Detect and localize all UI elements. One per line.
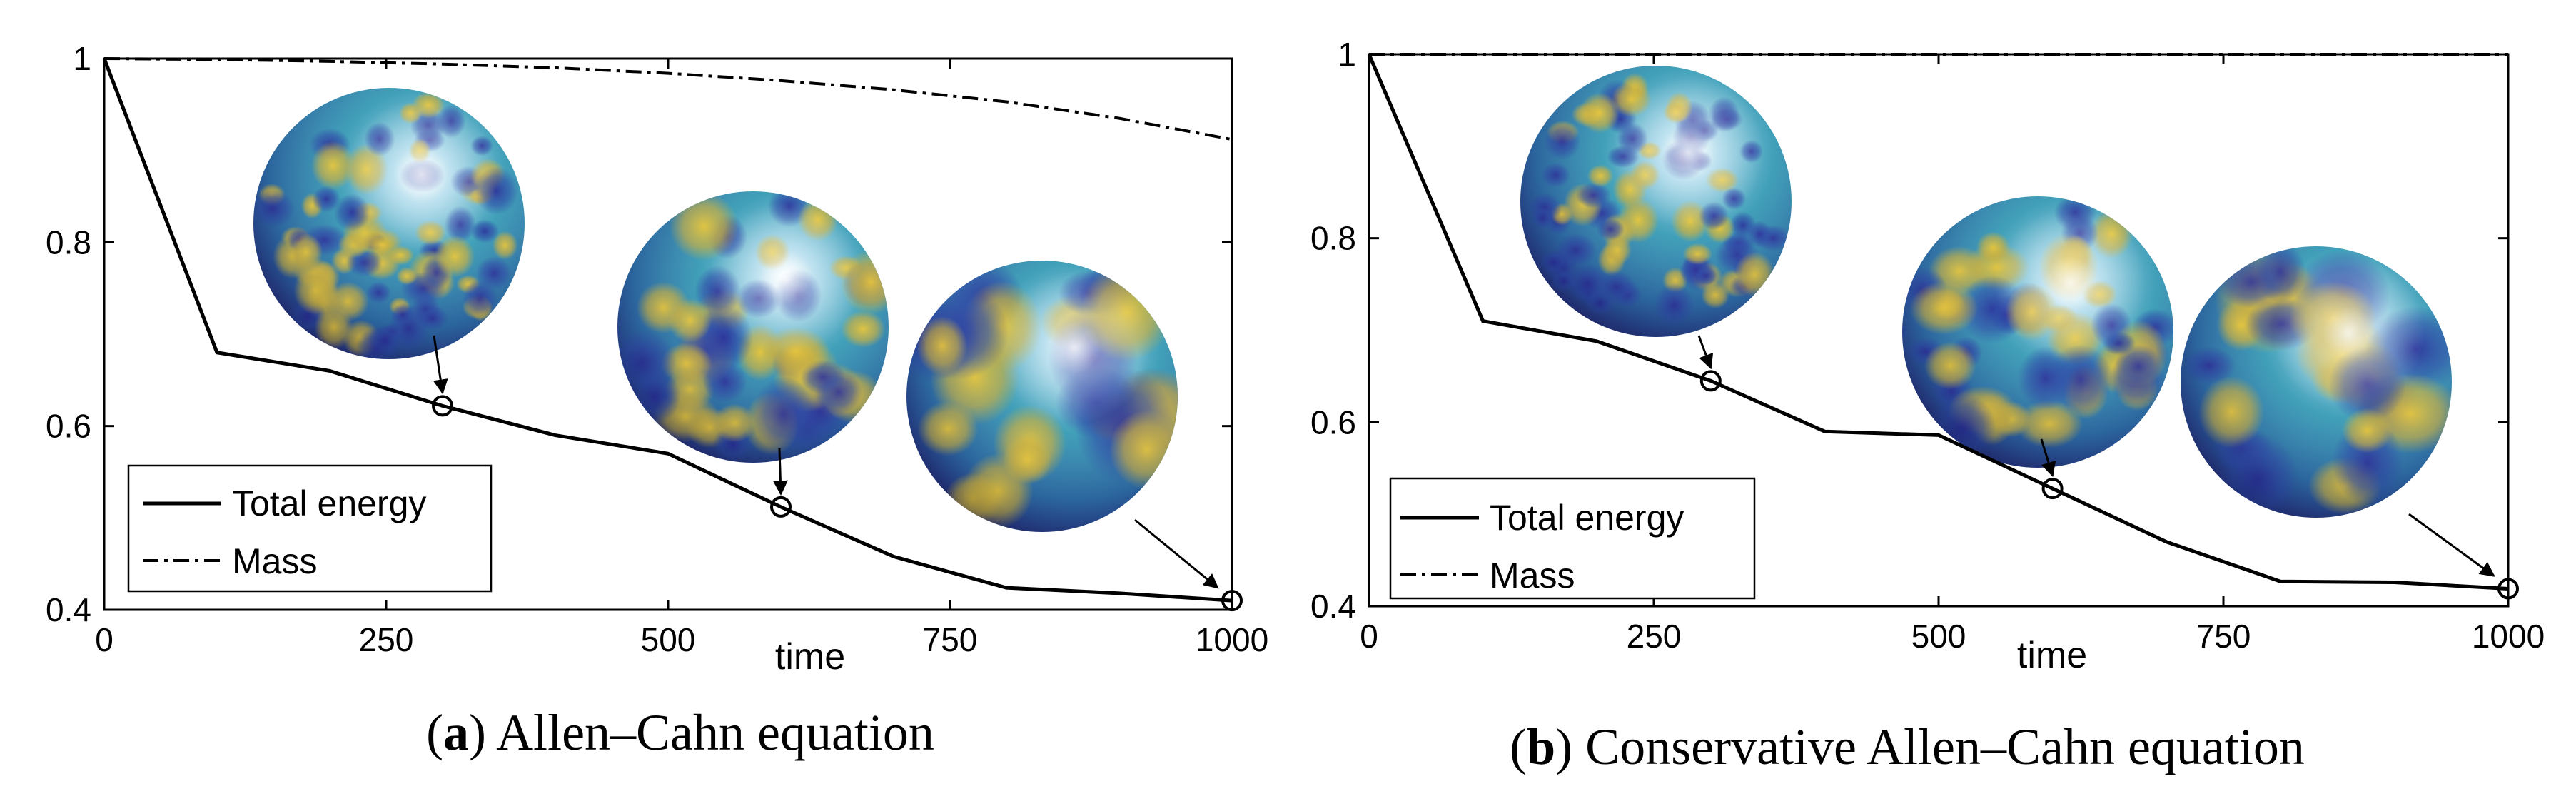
y-tick-label: 1 <box>73 40 91 77</box>
caption-b-label: b <box>1527 718 1555 775</box>
energy-marker <box>770 496 792 518</box>
sphere-shading <box>906 261 1178 532</box>
panel-b: 0 250 500 750 1000 0.4 0.6 0.8 1 time Total ene… <box>1310 36 2545 775</box>
series-line-total-energy <box>1367 54 2509 591</box>
series-line-mass <box>103 57 1233 141</box>
legend-label-mass: Mass <box>232 541 317 581</box>
sphere-snapshot-t1000 <box>906 261 1178 532</box>
legend-label-mass: Mass <box>1490 556 1575 596</box>
y-axis: 0.4 0.6 0.8 1 <box>1310 36 2508 625</box>
y-tick-label: 1 <box>1338 36 1356 73</box>
x-axis: 0 250 500 750 1000 <box>1360 54 2545 655</box>
sphere-snapshots <box>1520 66 2495 577</box>
legend-label-total-energy: Total energy <box>232 483 426 523</box>
energy-marker <box>432 395 453 417</box>
caption-b-title: Conservative Allen–Cahn equation <box>1585 718 2305 775</box>
x-tick-label: 500 <box>1911 618 1966 655</box>
x-tick-label: 250 <box>359 621 414 658</box>
legend: Total energy Mass <box>127 464 493 593</box>
snapshot-arrow <box>2408 513 2495 577</box>
sphere-shading <box>1520 66 1792 337</box>
sphere-shading <box>617 191 889 463</box>
x-tick-label: 750 <box>2196 618 2251 655</box>
x-tick-label: 1000 <box>1196 621 1268 658</box>
y-axis: 0.4 0.6 0.8 1 <box>46 40 1232 628</box>
x-tick-label: 750 <box>923 621 978 658</box>
snapshot-arrow <box>433 335 448 395</box>
panel-a: 0 250 500 750 1000 0.4 0.6 0.8 1 time Total ene… <box>46 40 1268 761</box>
sphere-snapshot-t600 <box>1902 196 2173 468</box>
y-tick-label: 0.4 <box>1310 588 1356 625</box>
x-tick-label: 500 <box>641 621 696 658</box>
sphere-snapshots <box>253 88 1219 589</box>
y-tick-label: 0.6 <box>46 408 91 445</box>
caption-b: (b) Conservative Allen–Cahn equation <box>1510 718 2305 775</box>
marker-group <box>1699 370 2519 600</box>
energy-marker <box>2497 578 2519 600</box>
legend-label-total-energy: Total energy <box>1490 498 1684 538</box>
caption-a: (a) Allen–Cahn equation <box>426 704 934 761</box>
legend-box <box>127 464 493 593</box>
y-tick-label: 0.8 <box>1310 220 1356 257</box>
snapshot-arrow <box>772 448 788 496</box>
series-group <box>102 57 1233 603</box>
snapshot-arrow <box>1134 518 1219 589</box>
marker-group <box>432 395 1243 612</box>
x-axis-label: time <box>2017 635 2087 676</box>
x-axis-label: time <box>775 636 845 678</box>
caption-a-title: Allen–Cahn equation <box>496 704 934 761</box>
energy-marker <box>1221 590 1243 612</box>
x-tick-label: 1000 <box>2472 618 2545 655</box>
sphere-shading <box>1902 196 2173 468</box>
sphere-snapshot-t300 <box>1520 66 1792 337</box>
x-tick-label: 0 <box>95 621 113 658</box>
energy-marker <box>2041 478 2064 500</box>
sphere-snapshot-t600 <box>617 191 889 463</box>
snapshot-arrow <box>2040 438 2056 478</box>
y-tick-label: 0.4 <box>46 591 91 628</box>
caption-a-label: a <box>443 704 469 761</box>
sphere-shading <box>2181 246 2452 518</box>
x-tick-label: 250 <box>1627 618 1682 655</box>
energy-marker <box>1699 370 1722 392</box>
series-line-total-energy <box>102 58 1233 603</box>
series-group <box>1367 53 2509 591</box>
y-tick-label: 0.6 <box>1310 403 1356 441</box>
x-tick-label: 0 <box>1360 618 1378 655</box>
y-tick-label: 0.8 <box>46 223 91 261</box>
legend-box <box>1389 477 1756 600</box>
snapshot-arrow <box>1697 335 1714 370</box>
sphere-shading <box>253 88 525 359</box>
sphere-snapshot-t300 <box>253 88 525 359</box>
legend: Total energy Mass <box>1389 477 1756 600</box>
sphere-snapshot-t1000 <box>2181 246 2452 518</box>
x-axis: 0 250 500 750 1000 <box>95 59 1268 658</box>
